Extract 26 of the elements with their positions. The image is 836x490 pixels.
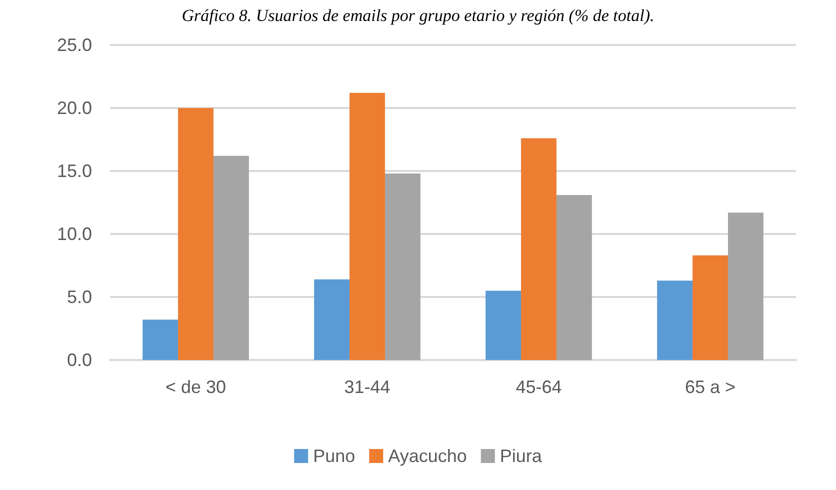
bar [178, 108, 214, 360]
bar [521, 138, 556, 360]
chart-title: Gráfico 8. Usuarios de emails por grupo etario y región (% de total). [182, 6, 654, 25]
bar [556, 194, 592, 360]
y-tick-label: 0.0 [66, 350, 92, 370]
bar [142, 320, 178, 360]
bar [384, 174, 420, 360]
bar [728, 212, 764, 360]
x-tick-label: < de 30 [165, 377, 226, 397]
x-tick-label: 65 a > [684, 377, 736, 397]
bar [692, 255, 728, 360]
bar [350, 92, 385, 360]
bar [314, 279, 350, 360]
bar [213, 156, 249, 360]
y-tick-label: 25.0 [56, 35, 92, 55]
legend-label: Ayacucho [388, 446, 467, 466]
y-tick-label: 10.0 [56, 224, 92, 244]
y-tick-label: 20.0 [56, 98, 92, 118]
x-tick-label: 45-64 [516, 377, 562, 397]
legend-label: Puno [313, 446, 356, 466]
bar [657, 280, 693, 360]
y-tick-label: 5.0 [66, 287, 92, 307]
bar [486, 290, 522, 360]
legend-label: Piura [500, 446, 543, 466]
x-tick-label: 31-44 [344, 377, 390, 397]
y-tick-label: 15.0 [56, 161, 92, 181]
